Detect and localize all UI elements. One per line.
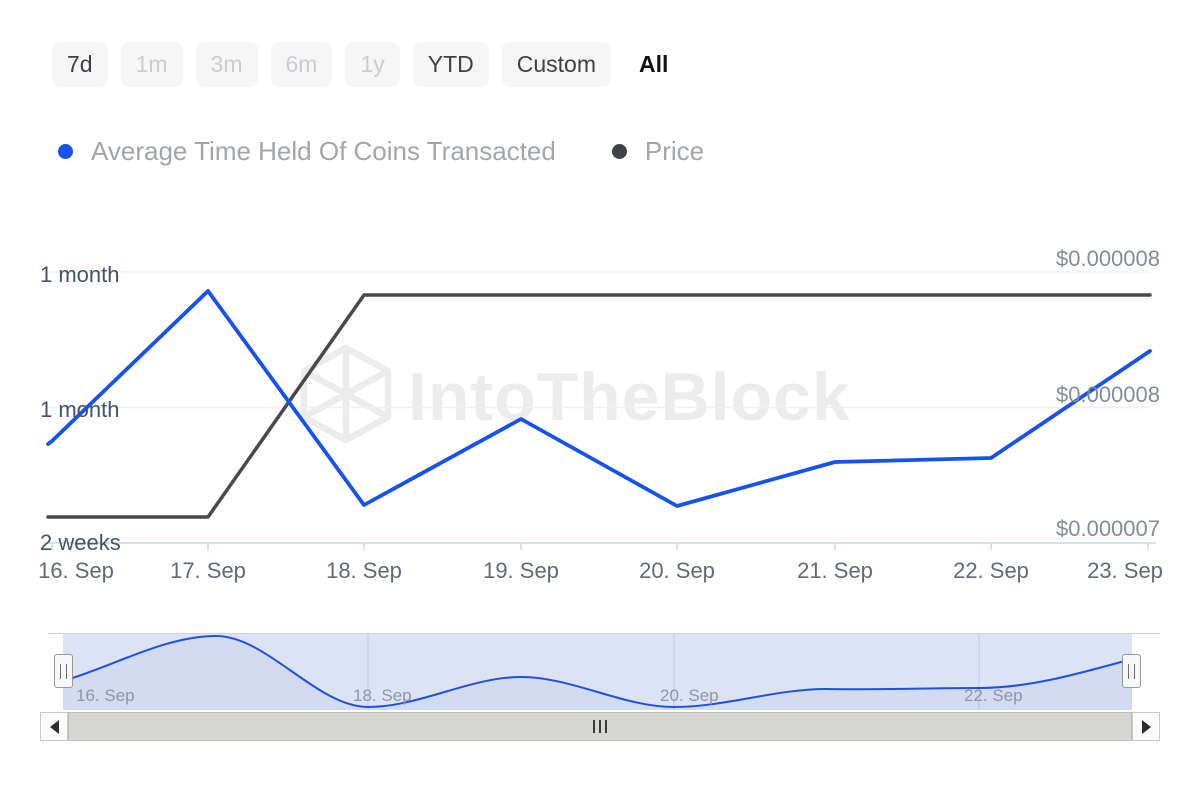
legend-label-avg-time-held: Average Time Held Of Coins Transacted [91,136,556,166]
range-toolbar: 7d 1m 3m 6m 1y YTD Custom All [52,42,683,87]
navigator-top-border [48,633,1160,634]
right-triangle-icon [1141,719,1151,734]
x-label-23-sep: 23. Sep [1087,558,1163,583]
scrollbar [40,712,1160,741]
scrollbar-left-button[interactable] [40,712,68,741]
legend: Average Time Held Of Coins Transacted Pr… [58,136,760,167]
range-button-1m: 1m [120,42,183,87]
scrollbar-grip-icon [593,720,607,733]
scrollbar-thumb[interactable] [68,712,1132,741]
navigator-mask[interactable] [63,634,1132,710]
range-button-ytd[interactable]: YTD [412,42,489,87]
navigator-label-18-sep: 18. Sep [353,686,412,705]
x-label-22-sep: 22. Sep [953,558,1029,583]
x-label-20-sep: 20. Sep [639,558,715,583]
navigator-label-22-sep: 22. Sep [964,686,1023,705]
x-label-18-sep: 18. Sep [326,558,402,583]
x-label-17-sep: 17. Sep [170,558,246,583]
y-right-label-bottom: $0.000007 [1056,516,1160,541]
legend-item-price[interactable]: Price [611,136,705,167]
x-label-21-sep: 21. Sep [797,558,873,583]
x-axis-ticks [51,543,1149,550]
left-triangle-icon [49,719,59,734]
range-button-3m: 3m [195,42,258,87]
x-label-16-sep: 16. Sep [38,558,114,583]
range-button-7d[interactable]: 7d [52,42,108,87]
navigator-label-16-sep: 16. Sep [76,686,135,705]
avg-time-held-line-series[interactable] [46,289,1152,508]
y-left-label-middle: 1 month [40,397,120,422]
y-right-label-middle: $0.000008 [1056,382,1160,407]
x-label-19-sep: 19. Sep [483,558,559,583]
y-right-label-top: $0.000008 [1056,246,1160,271]
navigator-right-handle[interactable] [1122,654,1141,688]
legend-marker-blue-icon [58,144,73,159]
range-button-1y: 1y [345,42,400,87]
navigator-area-fill [63,636,1132,710]
main-chart-plot [44,271,1156,550]
watermark-text: IntoTheBlock [408,359,851,435]
navigator-line-series [63,634,1132,709]
range-button-custom[interactable]: Custom [501,42,611,87]
legend-marker-dark-icon [611,144,627,159]
legend-label-price: Price [644,136,705,166]
navigator-left-handle[interactable] [54,654,73,688]
handle-grip-icon [60,663,67,679]
legend-item-avg-time-held[interactable]: Average Time Held Of Coins Transacted [58,136,556,167]
scrollbar-right-button[interactable] [1132,712,1160,741]
intotheblock-logo-icon [300,344,392,444]
price-line-series[interactable] [46,293,1152,519]
navigator-gridlines [367,634,980,710]
range-button-all[interactable]: All [624,42,683,87]
navigator-plot [63,634,1132,710]
range-button-6m: 6m [270,42,333,87]
y-left-label-bottom: 2 weeks [40,530,121,555]
y-left-label-top: 1 month [40,262,120,287]
handle-grip-icon [1128,663,1135,679]
navigator-label-20-sep: 20. Sep [660,686,719,705]
